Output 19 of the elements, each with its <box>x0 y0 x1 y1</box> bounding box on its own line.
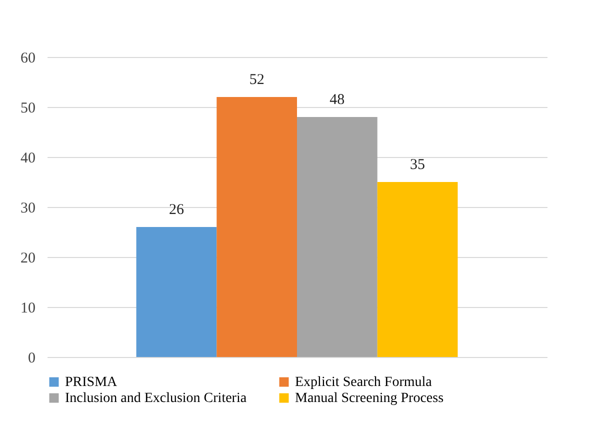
y-tick-label: 10 <box>20 300 36 316</box>
data-label: 26 <box>168 202 184 218</box>
y-tick-label: 20 <box>20 250 36 266</box>
legend-label: PRISMA <box>65 375 118 390</box>
y-tick-label: 40 <box>20 150 36 166</box>
data-label: 35 <box>410 157 426 173</box>
y-tick-label: 50 <box>20 100 36 116</box>
legend-label: Explicit Search Formula <box>295 375 433 390</box>
bar <box>216 97 297 357</box>
bar <box>136 227 217 357</box>
data-label: 52 <box>249 72 264 88</box>
legend-label: Inclusion and Exclusion Criteria <box>65 391 248 406</box>
bar <box>297 117 378 357</box>
y-tick-label: 30 <box>20 200 36 216</box>
data-label: 48 <box>330 92 345 108</box>
legend-label: Manual Screening Process <box>295 391 444 406</box>
bar <box>377 182 458 357</box>
y-tick-label: 60 <box>20 50 36 66</box>
y-tick-label: 0 <box>28 350 36 366</box>
